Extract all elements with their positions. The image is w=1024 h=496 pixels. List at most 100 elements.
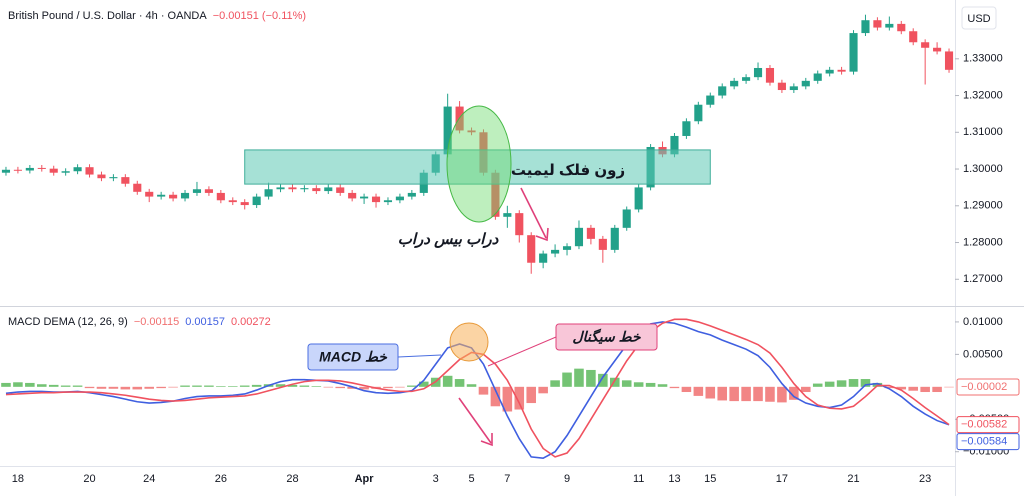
histogram-bar <box>920 386 930 393</box>
histogram-bar <box>72 385 83 387</box>
candle-body <box>801 80 810 87</box>
x-tick-label: 23 <box>919 473 931 485</box>
candle-body <box>574 227 584 247</box>
annotation: دراب بیس دراب <box>398 231 500 248</box>
candle-body <box>551 249 560 254</box>
histogram-bar <box>550 380 560 387</box>
connector-signal <box>487 336 557 367</box>
x-tick-label: 9 <box>564 473 570 485</box>
candle-body <box>216 192 225 201</box>
histogram-bar <box>705 386 716 399</box>
candle-body <box>562 246 572 250</box>
candle-body <box>312 188 321 192</box>
last-value-box <box>956 378 1020 396</box>
x-tick-label: 3 <box>433 473 439 485</box>
annotation-box <box>555 323 658 351</box>
histogram-bar <box>466 384 477 387</box>
candle-body <box>909 31 918 43</box>
arrow-macd <box>458 397 493 447</box>
histogram-bar <box>419 381 429 387</box>
histogram-bar <box>13 382 23 387</box>
annotation: زون فلک لیمیت <box>511 162 625 179</box>
candle-body <box>742 77 751 81</box>
histogram-bar <box>84 386 95 389</box>
histogram-bar <box>801 386 811 393</box>
candle-body <box>73 167 82 172</box>
candle-body <box>730 80 739 87</box>
last-value-label: −0.00582 <box>961 419 1007 431</box>
histogram-bar <box>884 386 895 389</box>
candle-body <box>861 20 870 34</box>
histogram-bar <box>896 386 907 390</box>
histogram-bar <box>407 385 417 387</box>
last-value-label: −0.00002 <box>961 381 1007 393</box>
indicator-value: 0.00272 <box>231 316 271 328</box>
histogram-bar <box>192 385 202 387</box>
price-change: −0.00151 (−0.11%) <box>213 10 306 22</box>
histogram-bar <box>574 368 584 387</box>
histogram-bar <box>645 382 656 387</box>
histogram-bar <box>610 377 620 387</box>
candle-body <box>694 104 703 122</box>
highlight-ellipse <box>446 105 512 223</box>
candle-body <box>467 130 476 133</box>
candle-body <box>837 69 846 72</box>
histogram-bar <box>25 382 35 387</box>
chart-title: British Pound / U.S. Dollar · 4h · OANDA <box>8 10 207 22</box>
histogram-bar <box>836 380 847 387</box>
histogram-bar <box>669 386 680 389</box>
candle-body <box>885 23 894 28</box>
histogram-bar <box>693 386 704 396</box>
highlight-circle <box>449 322 489 362</box>
candle-body <box>13 169 22 171</box>
histogram-bar <box>562 372 572 387</box>
histogram-bar <box>37 384 47 387</box>
candle-body <box>825 69 834 74</box>
histogram-bar <box>108 386 119 389</box>
histogram-bar <box>359 386 369 390</box>
candle-body <box>503 213 512 217</box>
y-tick-label: 0.00500 <box>963 348 1003 360</box>
candle-body <box>765 67 775 83</box>
histogram-bar <box>681 386 692 393</box>
x-tick-label: 28 <box>286 473 298 485</box>
histogram-bar <box>717 386 727 401</box>
candle-body <box>706 95 715 105</box>
x-tick-label: 13 <box>668 473 680 485</box>
histogram-bar <box>598 373 608 387</box>
y-tick-label: 1.31000 <box>963 126 1003 138</box>
histogram-bar <box>789 386 799 400</box>
candle-body <box>97 174 106 179</box>
candle-body <box>145 191 154 197</box>
candle-body <box>288 187 297 190</box>
histogram-bar <box>502 386 513 412</box>
last-value-box <box>956 433 1020 451</box>
histogram-bar <box>442 375 453 387</box>
x-tick-label: 15 <box>704 473 716 485</box>
candle-body <box>300 188 309 190</box>
candle-body <box>443 106 452 155</box>
candle-body <box>944 51 954 70</box>
x-tick-label: 26 <box>215 473 227 485</box>
y-tick-label: 1.27000 <box>963 273 1003 285</box>
candle-body <box>264 189 273 197</box>
candle-body <box>252 196 261 206</box>
candle-body <box>933 47 942 52</box>
histogram-bar <box>478 386 489 395</box>
connector-macd <box>397 354 442 358</box>
histogram-bar <box>60 385 71 387</box>
zone <box>244 149 711 185</box>
histogram-bar <box>180 385 190 387</box>
candle-body <box>634 187 643 210</box>
candle-body <box>371 196 381 203</box>
indicator-title: MACD DEMA (12, 26, 9) <box>8 316 128 328</box>
x-tick-label: 18 <box>12 473 24 485</box>
candle-body <box>37 167 46 169</box>
candle-body <box>407 192 416 197</box>
currency-box <box>961 6 997 30</box>
histogram-bar <box>514 386 525 410</box>
histogram-bar <box>586 369 596 387</box>
candle-body <box>133 183 142 192</box>
candle-body <box>169 194 178 199</box>
histogram-bar <box>275 384 286 387</box>
